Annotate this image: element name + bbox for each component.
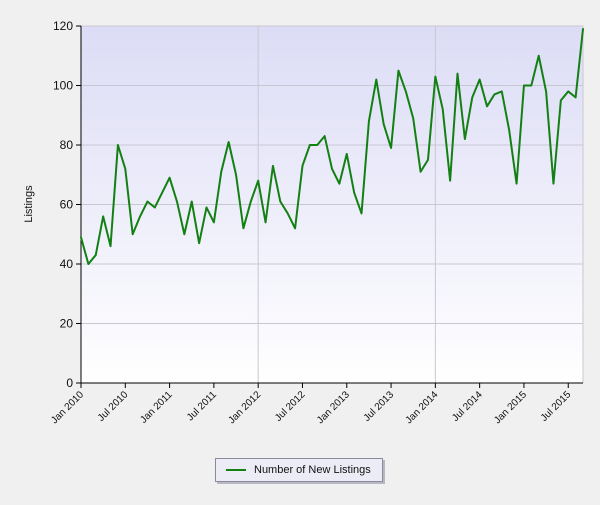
legend: Number of New Listings (215, 458, 383, 482)
x-tick-label: Jan 2012 (226, 389, 263, 426)
x-tick-label: Jan 2011 (138, 389, 175, 426)
x-tick-label: Jul 2014 (450, 389, 485, 424)
series-lines (80, 27, 584, 265)
y-tick-label: 120 (53, 19, 73, 33)
axes (76, 25, 583, 388)
x-tick-label: Jul 2013 (362, 389, 397, 424)
x-tick-label: Jan 2014 (404, 389, 441, 426)
series-line-0 (80, 27, 584, 265)
x-tick-label: Jul 2010 (96, 389, 131, 424)
legend-swatch (226, 469, 246, 471)
x-tick-label: Jul 2011 (185, 389, 219, 423)
y-axis-label: Listings (23, 185, 35, 223)
y-tick-label: 40 (60, 257, 74, 271)
y-tick-label: 80 (60, 138, 74, 152)
x-tick-label: Jan 2010 (49, 389, 86, 426)
y-tick-label: 60 (60, 198, 74, 212)
y-tick-label: 20 (60, 317, 74, 331)
x-tick-label: Jul 2012 (273, 389, 308, 424)
x-tick-label: Jan 2013 (315, 389, 352, 426)
x-tick-label: Jul 2015 (539, 389, 574, 424)
y-tick-label: 0 (66, 376, 73, 390)
y-tick-label: 100 (53, 79, 73, 93)
x-tick-label: Jan 2015 (492, 389, 529, 426)
legend-label-new-listings: Number of New Listings (254, 464, 371, 476)
